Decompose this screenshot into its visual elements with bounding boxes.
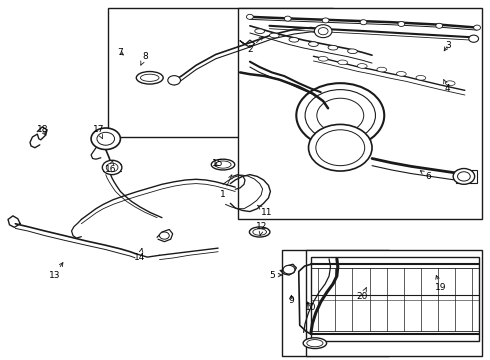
Circle shape <box>453 168 475 184</box>
Text: 4: 4 <box>444 80 451 93</box>
Ellipse shape <box>289 37 299 42</box>
Text: 8: 8 <box>141 52 147 65</box>
Circle shape <box>315 25 332 38</box>
Bar <box>238 8 482 220</box>
Circle shape <box>474 25 481 30</box>
Circle shape <box>168 76 180 85</box>
Circle shape <box>309 125 372 171</box>
Circle shape <box>458 172 470 181</box>
Ellipse shape <box>396 72 406 76</box>
Bar <box>306 250 482 356</box>
Ellipse shape <box>136 72 163 84</box>
Circle shape <box>436 23 442 28</box>
Text: 7: 7 <box>118 48 123 57</box>
Bar <box>282 250 389 356</box>
Text: 16: 16 <box>105 161 117 174</box>
Ellipse shape <box>357 64 367 68</box>
Bar <box>311 257 479 341</box>
Circle shape <box>398 22 405 27</box>
Ellipse shape <box>307 339 323 347</box>
Circle shape <box>318 28 328 35</box>
Ellipse shape <box>270 33 279 38</box>
Ellipse shape <box>255 29 265 33</box>
Ellipse shape <box>215 161 231 168</box>
Ellipse shape <box>338 60 347 65</box>
Circle shape <box>317 98 364 133</box>
Ellipse shape <box>328 45 338 50</box>
Circle shape <box>316 130 365 166</box>
Ellipse shape <box>249 227 270 237</box>
Text: 20: 20 <box>357 288 368 301</box>
Ellipse shape <box>347 49 357 54</box>
Circle shape <box>322 18 329 23</box>
Ellipse shape <box>445 81 455 86</box>
Circle shape <box>106 163 118 172</box>
Circle shape <box>246 14 253 19</box>
Circle shape <box>97 132 115 145</box>
Circle shape <box>296 83 384 148</box>
Text: 1: 1 <box>220 175 232 199</box>
Bar <box>108 8 333 137</box>
Text: 19: 19 <box>435 275 446 292</box>
Circle shape <box>469 35 479 42</box>
Circle shape <box>360 20 367 25</box>
Text: 9: 9 <box>289 295 294 305</box>
Text: 11: 11 <box>257 205 273 217</box>
Ellipse shape <box>318 57 328 61</box>
Bar <box>456 170 477 183</box>
Circle shape <box>102 160 122 175</box>
Circle shape <box>284 16 291 21</box>
Ellipse shape <box>416 76 426 80</box>
Ellipse shape <box>141 74 159 81</box>
Text: 2: 2 <box>247 36 263 54</box>
Text: 5: 5 <box>269 270 282 279</box>
Text: 12: 12 <box>256 222 268 235</box>
Ellipse shape <box>377 67 387 72</box>
Circle shape <box>283 265 295 274</box>
Text: 13: 13 <box>49 262 63 279</box>
Text: 17: 17 <box>93 125 104 139</box>
Text: 15: 15 <box>212 159 224 168</box>
Text: 3: 3 <box>444 41 451 51</box>
Text: 14: 14 <box>134 248 146 262</box>
Text: 6: 6 <box>420 171 431 181</box>
Text: 18: 18 <box>36 125 48 135</box>
Circle shape <box>91 128 121 149</box>
Text: 10: 10 <box>305 302 317 312</box>
Ellipse shape <box>303 338 327 348</box>
Ellipse shape <box>253 229 267 235</box>
Ellipse shape <box>309 42 318 46</box>
Circle shape <box>159 232 169 239</box>
Circle shape <box>305 90 375 141</box>
Ellipse shape <box>211 159 235 170</box>
